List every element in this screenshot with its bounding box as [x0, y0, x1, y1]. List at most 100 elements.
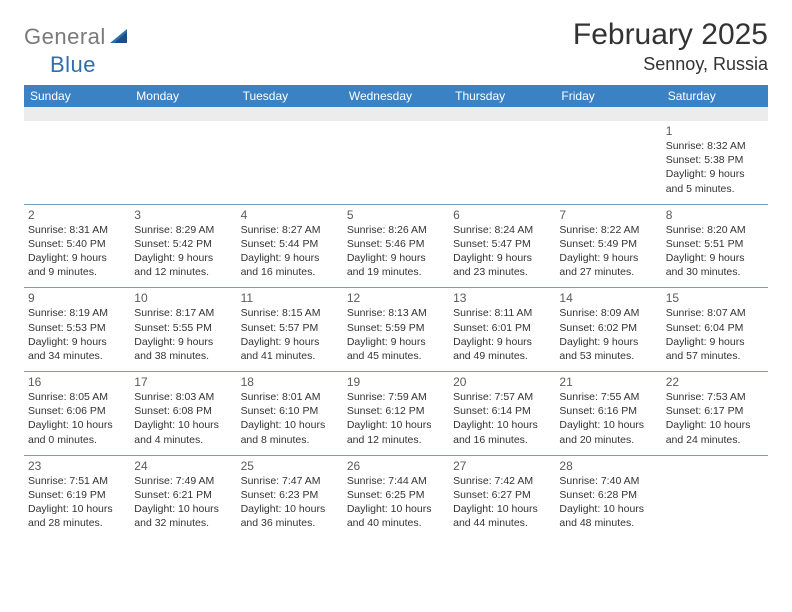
- week-row: 23Sunrise: 7:51 AMSunset: 6:19 PMDayligh…: [24, 455, 768, 538]
- day-cell: 24Sunrise: 7:49 AMSunset: 6:21 PMDayligh…: [130, 455, 236, 538]
- sunset-text: Sunset: 5:46 PM: [347, 237, 445, 251]
- sunset-text: Sunset: 6:04 PM: [666, 321, 764, 335]
- daylight-text: Daylight: 10 hours and 8 minutes.: [241, 418, 339, 446]
- sunset-text: Sunset: 5:44 PM: [241, 237, 339, 251]
- day-info: Sunrise: 8:09 AMSunset: 6:02 PMDaylight:…: [559, 306, 657, 363]
- daylight-text: Daylight: 9 hours and 53 minutes.: [559, 335, 657, 363]
- day-header-row: Sunday Monday Tuesday Wednesday Thursday…: [24, 85, 768, 107]
- day-cell: 4Sunrise: 8:27 AMSunset: 5:44 PMDaylight…: [237, 204, 343, 288]
- daylight-text: Daylight: 10 hours and 32 minutes.: [134, 502, 232, 530]
- daylight-text: Daylight: 9 hours and 57 minutes.: [666, 335, 764, 363]
- day-number: 22: [666, 375, 764, 389]
- sunset-text: Sunset: 5:51 PM: [666, 237, 764, 251]
- sunrise-text: Sunrise: 8:27 AM: [241, 223, 339, 237]
- daylight-text: Daylight: 9 hours and 5 minutes.: [666, 167, 764, 195]
- day-cell: 2Sunrise: 8:31 AMSunset: 5:40 PMDaylight…: [24, 204, 130, 288]
- weeks-body: 1Sunrise: 8:32 AMSunset: 5:38 PMDaylight…: [24, 121, 768, 538]
- day-info: Sunrise: 7:51 AMSunset: 6:19 PMDaylight:…: [28, 474, 126, 531]
- dayhead-fri: Friday: [555, 85, 661, 107]
- sunrise-text: Sunrise: 8:05 AM: [28, 390, 126, 404]
- daylight-text: Daylight: 9 hours and 9 minutes.: [28, 251, 126, 279]
- daylight-text: Daylight: 9 hours and 49 minutes.: [453, 335, 551, 363]
- sunset-text: Sunset: 6:28 PM: [559, 488, 657, 502]
- daylight-text: Daylight: 9 hours and 27 minutes.: [559, 251, 657, 279]
- daylight-text: Daylight: 10 hours and 4 minutes.: [134, 418, 232, 446]
- header: General February 2025 Sennoy, Russia: [24, 18, 768, 81]
- sunset-text: Sunset: 6:21 PM: [134, 488, 232, 502]
- day-cell: 28Sunrise: 7:40 AMSunset: 6:28 PMDayligh…: [555, 455, 661, 538]
- day-number: 23: [28, 459, 126, 473]
- day-info: Sunrise: 7:55 AMSunset: 6:16 PMDaylight:…: [559, 390, 657, 447]
- day-number: 9: [28, 291, 126, 305]
- day-cell: 15Sunrise: 8:07 AMSunset: 6:04 PMDayligh…: [662, 288, 768, 372]
- day-number: 8: [666, 208, 764, 222]
- daylight-text: Daylight: 10 hours and 24 minutes.: [666, 418, 764, 446]
- day-cell: 21Sunrise: 7:55 AMSunset: 6:16 PMDayligh…: [555, 372, 661, 456]
- sunset-text: Sunset: 5:42 PM: [134, 237, 232, 251]
- day-info: Sunrise: 8:20 AMSunset: 5:51 PMDaylight:…: [666, 223, 764, 280]
- day-cell: 23Sunrise: 7:51 AMSunset: 6:19 PMDayligh…: [24, 455, 130, 538]
- sunset-text: Sunset: 6:16 PM: [559, 404, 657, 418]
- daylight-text: Daylight: 10 hours and 20 minutes.: [559, 418, 657, 446]
- daylight-text: Daylight: 10 hours and 16 minutes.: [453, 418, 551, 446]
- day-info: Sunrise: 8:03 AMSunset: 6:08 PMDaylight:…: [134, 390, 232, 447]
- sunset-text: Sunset: 5:59 PM: [347, 321, 445, 335]
- day-info: Sunrise: 8:27 AMSunset: 5:44 PMDaylight:…: [241, 223, 339, 280]
- day-info: Sunrise: 7:47 AMSunset: 6:23 PMDaylight:…: [241, 474, 339, 531]
- daylight-text: Daylight: 9 hours and 30 minutes.: [666, 251, 764, 279]
- day-cell: 6Sunrise: 8:24 AMSunset: 5:47 PMDaylight…: [449, 204, 555, 288]
- sunset-text: Sunset: 6:19 PM: [28, 488, 126, 502]
- dayhead-tue: Tuesday: [237, 85, 343, 107]
- sunrise-text: Sunrise: 8:09 AM: [559, 306, 657, 320]
- sunset-text: Sunset: 5:49 PM: [559, 237, 657, 251]
- day-cell: 5Sunrise: 8:26 AMSunset: 5:46 PMDaylight…: [343, 204, 449, 288]
- day-number: 12: [347, 291, 445, 305]
- day-info: Sunrise: 7:44 AMSunset: 6:25 PMDaylight:…: [347, 474, 445, 531]
- day-info: Sunrise: 8:29 AMSunset: 5:42 PMDaylight:…: [134, 223, 232, 280]
- day-number: 14: [559, 291, 657, 305]
- sunset-text: Sunset: 5:53 PM: [28, 321, 126, 335]
- daylight-text: Daylight: 10 hours and 36 minutes.: [241, 502, 339, 530]
- day-cell: 22Sunrise: 7:53 AMSunset: 6:17 PMDayligh…: [662, 372, 768, 456]
- day-info: Sunrise: 7:40 AMSunset: 6:28 PMDaylight:…: [559, 474, 657, 531]
- sunset-text: Sunset: 5:57 PM: [241, 321, 339, 335]
- day-cell: [237, 121, 343, 204]
- daylight-text: Daylight: 10 hours and 12 minutes.: [347, 418, 445, 446]
- sunrise-text: Sunrise: 7:59 AM: [347, 390, 445, 404]
- day-number: 2: [28, 208, 126, 222]
- dayhead-sat: Saturday: [662, 85, 768, 107]
- day-cell: [449, 121, 555, 204]
- sunset-text: Sunset: 6:12 PM: [347, 404, 445, 418]
- day-cell: [662, 455, 768, 538]
- day-number: 11: [241, 291, 339, 305]
- daylight-text: Daylight: 10 hours and 40 minutes.: [347, 502, 445, 530]
- daylight-text: Daylight: 9 hours and 16 minutes.: [241, 251, 339, 279]
- sunset-text: Sunset: 6:06 PM: [28, 404, 126, 418]
- sunrise-text: Sunrise: 8:29 AM: [134, 223, 232, 237]
- sunrise-text: Sunrise: 7:49 AM: [134, 474, 232, 488]
- sunrise-text: Sunrise: 8:32 AM: [666, 139, 764, 153]
- day-cell: 11Sunrise: 8:15 AMSunset: 5:57 PMDayligh…: [237, 288, 343, 372]
- day-cell: 16Sunrise: 8:05 AMSunset: 6:06 PMDayligh…: [24, 372, 130, 456]
- sunrise-text: Sunrise: 8:11 AM: [453, 306, 551, 320]
- day-cell: [343, 121, 449, 204]
- day-info: Sunrise: 8:07 AMSunset: 6:04 PMDaylight:…: [666, 306, 764, 363]
- day-number: 21: [559, 375, 657, 389]
- sunset-text: Sunset: 6:08 PM: [134, 404, 232, 418]
- brand-logo: General: [24, 24, 134, 50]
- day-info: Sunrise: 8:26 AMSunset: 5:46 PMDaylight:…: [347, 223, 445, 280]
- sunset-text: Sunset: 6:23 PM: [241, 488, 339, 502]
- day-number: 10: [134, 291, 232, 305]
- spacer-row: [24, 107, 768, 121]
- daylight-text: Daylight: 10 hours and 48 minutes.: [559, 502, 657, 530]
- sunrise-text: Sunrise: 7:57 AM: [453, 390, 551, 404]
- sunrise-text: Sunrise: 8:03 AM: [134, 390, 232, 404]
- day-number: 28: [559, 459, 657, 473]
- day-info: Sunrise: 8:31 AMSunset: 5:40 PMDaylight:…: [28, 223, 126, 280]
- day-cell: 20Sunrise: 7:57 AMSunset: 6:14 PMDayligh…: [449, 372, 555, 456]
- daylight-text: Daylight: 10 hours and 28 minutes.: [28, 502, 126, 530]
- calendar-table: Sunday Monday Tuesday Wednesday Thursday…: [24, 85, 768, 538]
- sunset-text: Sunset: 6:27 PM: [453, 488, 551, 502]
- day-cell: 26Sunrise: 7:44 AMSunset: 6:25 PMDayligh…: [343, 455, 449, 538]
- daylight-text: Daylight: 9 hours and 23 minutes.: [453, 251, 551, 279]
